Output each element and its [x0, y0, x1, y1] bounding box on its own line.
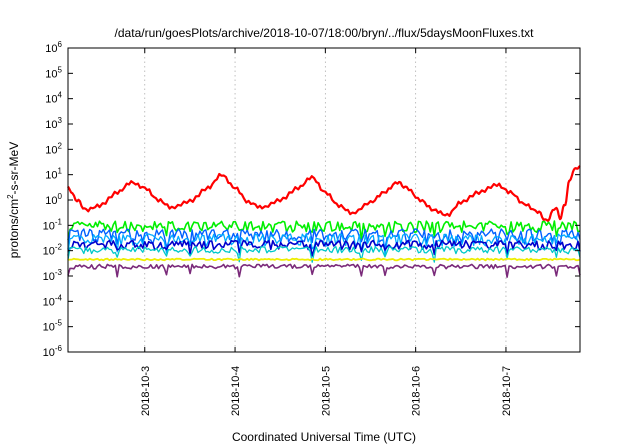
- series-line-5: [67, 239, 581, 257]
- y-tick-label: 10-3: [43, 268, 63, 283]
- y-tick-label: 10-4: [43, 293, 63, 308]
- series-line-3: [67, 228, 581, 250]
- y-tick-label: 103: [45, 116, 62, 131]
- y-tick-label: 101: [45, 167, 62, 182]
- y-tick-label: 102: [45, 141, 62, 156]
- series-line-4: [67, 233, 581, 256]
- y-tick-label: 100: [45, 192, 62, 207]
- x-tick-label: 2018-10-7: [501, 366, 513, 416]
- x-tick-label: 2018-10-5: [320, 366, 332, 416]
- y-tick-label: 10-2: [43, 243, 63, 258]
- x-tick-label: 2018-10-3: [140, 366, 152, 416]
- y-tick-label: 10-1: [43, 217, 63, 232]
- grid: [144, 48, 507, 352]
- x-axis: 2018-10-3 2018-10-4 2018-10-5 2018-10-6 2018…: [140, 48, 513, 416]
- chart-title: /data/run/goesPlots/archive/2018-10-07/1…: [115, 26, 535, 40]
- series-line-6: [67, 245, 581, 263]
- y-axis-label: protons/cm2-s-sr-MeV: [6, 142, 21, 258]
- x-axis-label: Coordinated Universal Time (UTC): [232, 430, 416, 444]
- y-tick-label: 10-5: [43, 319, 63, 334]
- y-axis: 10-6 10-5 10-4 10-3 10-2 10-1 100 101 102 103 104 1…: [43, 40, 580, 359]
- series-line-2: [67, 220, 581, 241]
- x-tick-label: 2018-10-6: [411, 366, 423, 416]
- series-line-1: [67, 165, 581, 223]
- y-tick-label: 106: [45, 40, 62, 55]
- series-layer: [67, 165, 581, 278]
- y-tick-label: 105: [45, 65, 62, 80]
- series-line-7: [67, 257, 581, 262]
- x-tick-label: 2018-10-4: [230, 366, 242, 416]
- y-tick-label: 104: [45, 91, 62, 106]
- series-line-8: [67, 263, 581, 278]
- y-tick-label: 10-6: [43, 344, 63, 359]
